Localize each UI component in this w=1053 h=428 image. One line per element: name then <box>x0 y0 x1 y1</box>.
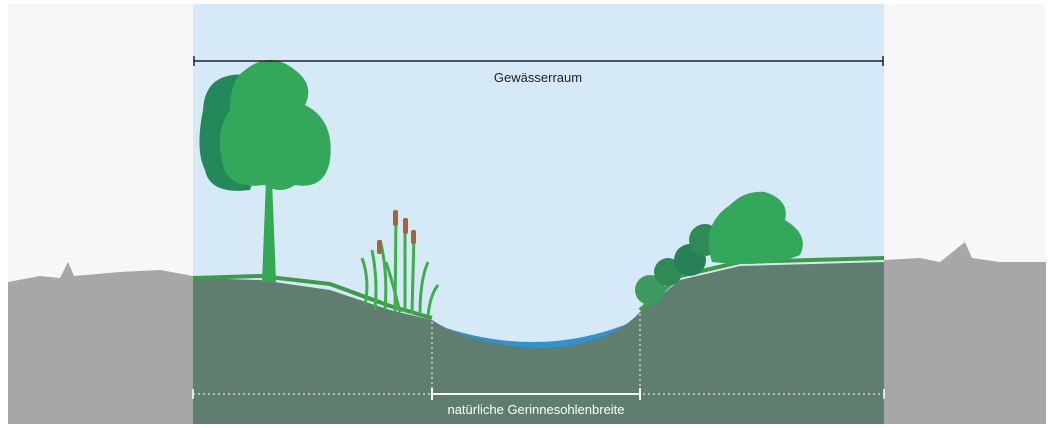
right-ground <box>884 242 1046 424</box>
label-top: Gewässerraum <box>494 70 582 85</box>
label-bottom: natürliche Gerinnesohlenbreite <box>447 402 624 417</box>
left-ground <box>8 262 193 424</box>
river-diagram: Gewässerraum natürliche Gerinnesohlenbre… <box>0 0 1053 428</box>
